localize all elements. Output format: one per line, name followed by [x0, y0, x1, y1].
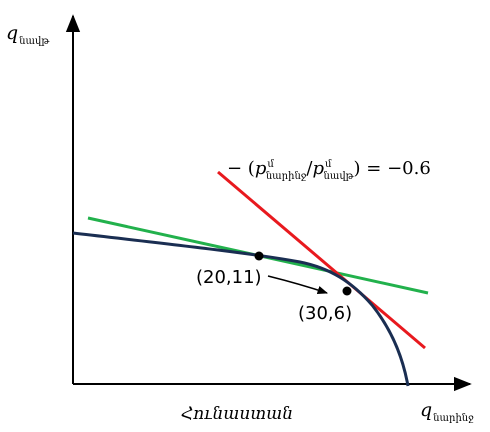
pointer-arrow	[267, 275, 328, 294]
y-axis-label: qնավթ	[6, 22, 50, 47]
ppf-curve	[72, 231, 410, 387]
point-label-30-6: (30,6)	[298, 303, 353, 324]
point-20-11	[254, 251, 264, 261]
point-label-20-11: (20,11)	[196, 267, 262, 288]
price-ratio-label: − (pմնարինջ/pմնավթ) = −0.6	[227, 158, 431, 182]
tangent-line-red	[217, 170, 426, 350]
country-caption: Հունաստան	[181, 404, 294, 424]
x-axis-label: qնարինջ	[420, 399, 474, 424]
point-30-6	[342, 286, 352, 296]
